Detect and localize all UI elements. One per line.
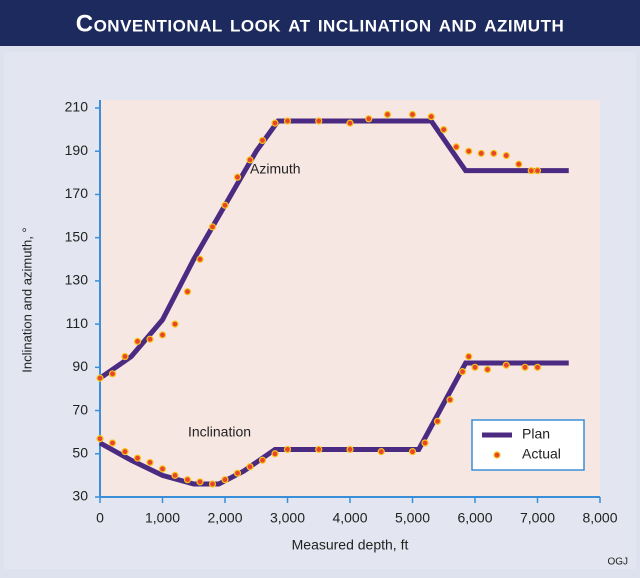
actual-point bbox=[271, 450, 279, 458]
actual-point bbox=[283, 445, 292, 454]
actual-point bbox=[233, 469, 242, 477]
actual-point bbox=[196, 255, 204, 263]
actual-point bbox=[377, 448, 385, 456]
y-tick-label: 170 bbox=[65, 185, 89, 201]
actual-point bbox=[208, 223, 217, 231]
x-tick-label: 2,000 bbox=[207, 510, 242, 526]
actual-point bbox=[421, 439, 429, 447]
legend-swatch bbox=[493, 451, 501, 459]
actual-point bbox=[271, 119, 279, 127]
actual-point bbox=[483, 365, 492, 374]
actual-point bbox=[533, 363, 542, 371]
actual-point bbox=[452, 143, 460, 151]
actual-point bbox=[440, 126, 448, 134]
y-axis-label: Inclination and azimuth, ° bbox=[19, 227, 34, 372]
actual-point bbox=[96, 435, 104, 443]
source: OGJ bbox=[607, 557, 628, 568]
y-tick-label: 210 bbox=[65, 99, 89, 115]
x-tick-label: 0 bbox=[96, 510, 104, 526]
x-tick-label: 6,000 bbox=[457, 510, 492, 526]
y-tick-label: 90 bbox=[72, 358, 88, 374]
actual-point bbox=[121, 352, 129, 361]
actual-point bbox=[146, 335, 154, 343]
actual-point bbox=[533, 167, 542, 175]
actual-point bbox=[515, 160, 523, 168]
legend-label: Actual bbox=[522, 446, 561, 462]
actual-point bbox=[465, 352, 473, 361]
actual-point bbox=[408, 448, 417, 456]
actual-point bbox=[158, 331, 167, 339]
actual-point bbox=[458, 368, 467, 376]
actual-point bbox=[346, 119, 354, 127]
actual-point bbox=[283, 117, 292, 125]
actual-point bbox=[158, 465, 167, 473]
x-tick-label: 4,000 bbox=[332, 510, 367, 526]
legend-label: Plan bbox=[522, 426, 550, 442]
y-tick-label: 50 bbox=[72, 444, 88, 460]
title-bar bbox=[0, 0, 640, 46]
actual-point bbox=[365, 115, 373, 123]
x-axis-label: Measured depth, ft bbox=[292, 537, 409, 553]
y-tick-label: 70 bbox=[72, 401, 88, 417]
legend-box bbox=[471, 419, 585, 471]
actual-point bbox=[490, 149, 498, 157]
actual-point bbox=[171, 320, 179, 328]
actual-point bbox=[433, 417, 442, 425]
x-tick-label: 7,000 bbox=[520, 510, 555, 526]
actual-point bbox=[233, 173, 242, 181]
actual-point bbox=[315, 117, 323, 125]
actual-point bbox=[527, 167, 535, 175]
plan-line bbox=[98, 360, 569, 487]
actual-point bbox=[133, 454, 142, 462]
actual-point bbox=[258, 136, 267, 145]
y-tick-label: 150 bbox=[65, 228, 89, 244]
actual-point bbox=[315, 445, 323, 454]
y-tick-label: 130 bbox=[65, 272, 89, 288]
actual-point bbox=[346, 445, 354, 454]
y-tick-label: 30 bbox=[72, 488, 88, 504]
annotation: Azimuth bbox=[250, 161, 301, 177]
actual-point bbox=[521, 363, 529, 371]
actual-point bbox=[221, 201, 229, 209]
actual-point bbox=[221, 476, 229, 484]
actual-point bbox=[146, 458, 154, 467]
actual-point bbox=[96, 374, 104, 382]
actual-point bbox=[183, 476, 192, 484]
y-tick-label: 190 bbox=[65, 142, 89, 158]
actual-point bbox=[171, 471, 179, 479]
actual-point bbox=[427, 113, 435, 121]
actual-point bbox=[258, 456, 267, 464]
actual-point bbox=[502, 151, 510, 160]
actual-point bbox=[183, 288, 192, 296]
x-tick-label: 5,000 bbox=[395, 510, 430, 526]
actual-point bbox=[133, 337, 142, 345]
actual-point bbox=[446, 396, 454, 404]
actual-point bbox=[108, 370, 117, 378]
actual-point bbox=[208, 480, 217, 488]
annotation: Inclination bbox=[188, 424, 251, 440]
x-tick-label: 8,000 bbox=[582, 510, 617, 526]
actual-point bbox=[246, 156, 254, 164]
actual-point bbox=[502, 361, 510, 369]
actual-point bbox=[465, 147, 473, 155]
chart-title: Conventional look at inclination and azi… bbox=[76, 10, 565, 37]
actual-point bbox=[408, 110, 417, 119]
actual-point bbox=[108, 439, 117, 447]
actual-point bbox=[471, 363, 479, 371]
actual-point bbox=[383, 110, 392, 119]
x-tick-label: 1,000 bbox=[145, 510, 180, 526]
y-tick-label: 110 bbox=[66, 315, 89, 331]
actual-point bbox=[196, 478, 204, 486]
actual-point bbox=[246, 463, 254, 471]
x-tick-label: 3,000 bbox=[270, 510, 305, 526]
actual-point bbox=[121, 448, 129, 456]
actual-point bbox=[477, 149, 485, 157]
